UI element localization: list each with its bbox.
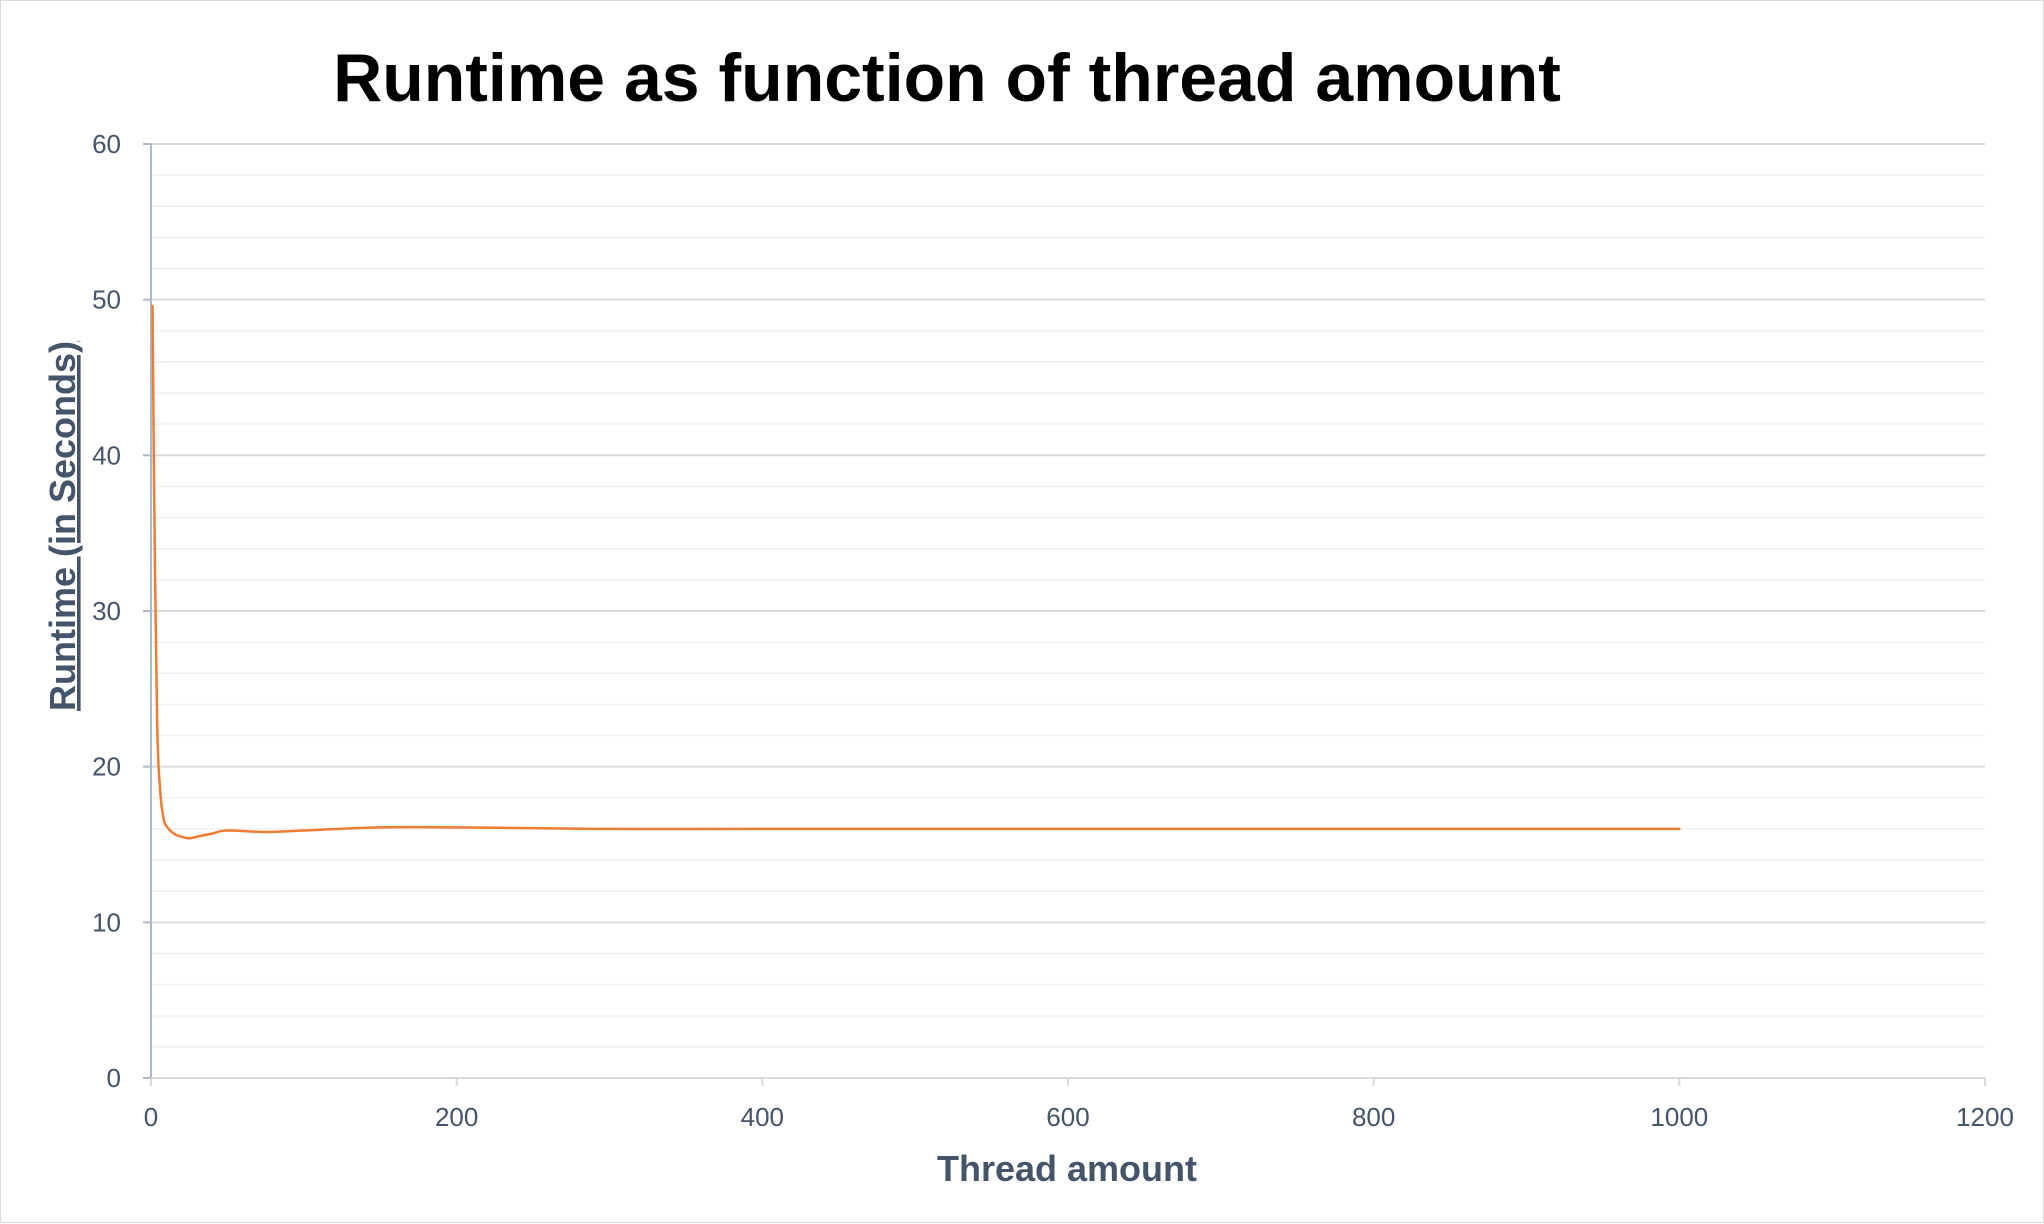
- y-tick-label: 30: [92, 596, 121, 626]
- x-tick-label: 0: [144, 1102, 158, 1132]
- x-tick-label: 200: [435, 1102, 478, 1132]
- y-tick-label: 60: [92, 129, 121, 159]
- x-tick-label: 400: [741, 1102, 784, 1132]
- y-tick-label: 50: [92, 285, 121, 315]
- x-axis-tick-labels: 0 200 400 600 800 1000 1200: [144, 1102, 2014, 1132]
- gridlines: [151, 143, 1985, 1079]
- y-tick-label: 10: [92, 907, 121, 937]
- x-axis-ticks: [150, 1078, 1986, 1086]
- x-tick-label: 1000: [1650, 1102, 1708, 1132]
- y-axis-title: Runtime (in Seconds): [42, 341, 83, 711]
- y-tick-label: 40: [92, 440, 121, 470]
- y-tick-label: 20: [92, 752, 121, 782]
- series-layer: [151, 304, 1681, 840]
- x-tick-label: 600: [1046, 1102, 1089, 1132]
- series-line: [151, 304, 1681, 840]
- x-axis-title: Thread amount: [937, 1148, 1197, 1189]
- x-tick-label: 1200: [1956, 1102, 2014, 1132]
- chart-title: Runtime as function of thread amount: [333, 40, 1561, 116]
- x-tick-label: 800: [1352, 1102, 1395, 1132]
- y-tick-label: 0: [107, 1063, 121, 1093]
- y-axis-tick-labels: 0 10 20 30 40 50 60: [92, 129, 151, 1093]
